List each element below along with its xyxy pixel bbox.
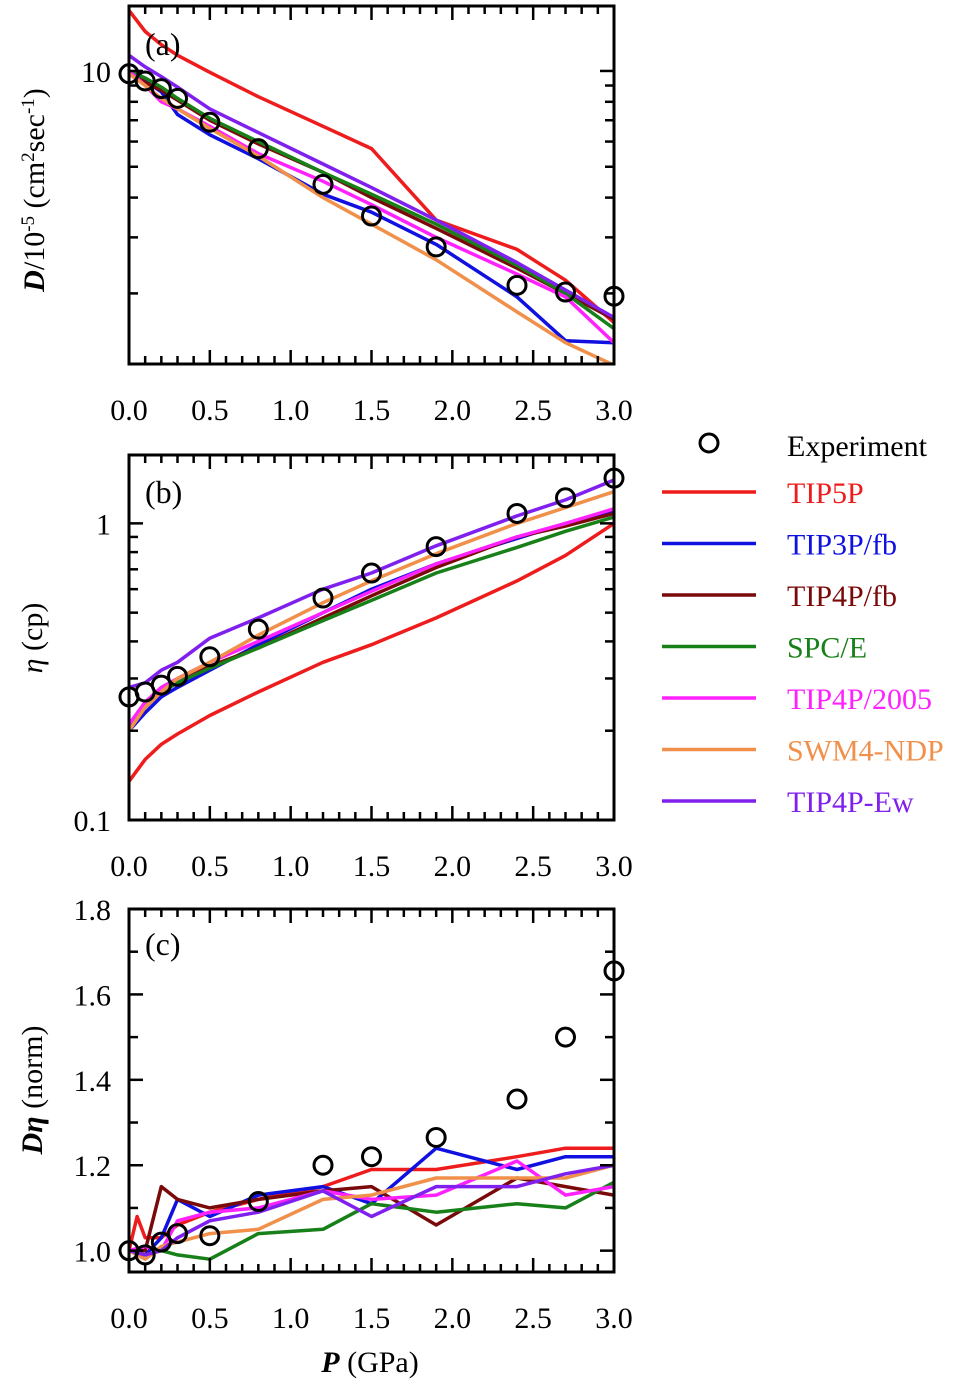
series-line-swm4-ndp [129,1163,614,1261]
y-tick-label: 1.2 [74,1150,112,1183]
panel-a-diffusion: 0.0 0.5 1.0 1.5 2.0 2.5 3.0 10 (a) D/10-5 (cm2s… [18,4,633,427]
x-tick-label: 1.0 [272,850,310,883]
experiment-point [134,1244,156,1266]
y-tick-label: 0.1 [74,805,112,838]
experiment-point [425,236,447,258]
x-tick-label: 2.5 [514,850,552,883]
legend-label-tip4p-fb: TIP4P/fb [787,580,897,613]
x-tick-label: 2.5 [514,394,552,427]
panel-a-ylabel: D/10-5 (cm2sec-1) [18,88,52,293]
x-tick-label: 0.0 [110,1302,148,1335]
legend-label-swm4-ndp: SWM4-NDP [787,735,944,768]
panel-c-ylabel: Dη (norm) [16,1026,49,1156]
experiment-point [506,274,528,296]
panel-c-label: (c) [145,926,181,962]
experiment-point [199,1225,221,1247]
y-tick-label: 1.6 [74,979,112,1012]
experiment-point [555,487,576,509]
experiment-point [361,562,382,584]
series-line-tip4p-2005 [129,69,614,344]
x-tick-label: 1.5 [353,850,391,883]
y-tick-label: 1.4 [74,1065,112,1098]
x-tick-label: 1.5 [353,1302,391,1335]
experiment-point [167,1223,188,1245]
x-tick-label: 0.5 [191,1302,229,1335]
experiment-point [199,111,221,133]
experiment-point [247,138,269,160]
panel-b-frame [127,453,616,822]
series-line-swm4-ndp [129,489,614,732]
x-tick-label: 0.5 [191,394,229,427]
x-tick-label: 3.0 [595,850,633,883]
x-axis-label: P (GPa) [320,1346,418,1379]
experiment-point [199,646,221,668]
experiment-point [425,1126,447,1148]
x-tick-label: 3.0 [595,394,633,427]
y-tick-label: 1.0 [74,1236,112,1269]
experiment-point [150,674,172,696]
experiment-point [555,1026,576,1048]
x-tick-label: 1.0 [272,1302,310,1335]
series-line-tip4p-2005 [129,507,614,726]
legend-label-tip4p-2005: TIP4P/2005 [787,683,932,716]
x-tick-label: 0.0 [110,850,148,883]
experiment-point [167,665,188,687]
legend-experiment-marker [698,432,720,454]
y-tick-label: 1.8 [74,894,112,927]
x-tick-label: 3.0 [595,1302,633,1335]
series-line-tip4p-ew [129,53,614,320]
x-tick-label: 2.0 [434,394,472,427]
experiment-point [425,536,447,558]
experiment-point [247,618,269,640]
x-tick-label: 1.5 [353,394,391,427]
experiment-point [312,587,334,609]
experiment-point [361,205,382,227]
legend-label-spc-e: SPC/E [787,632,867,665]
legend-label-tip3p-fb: TIP3P/fb [787,529,897,562]
panel-b-viscosity: 0.0 0.5 1.0 1.5 2.0 2.5 3.0 1 0.1 (b) η (cp) [16,453,633,883]
legend-experiment-label: Experiment [787,430,928,463]
experiment-point [506,1088,528,1110]
experiment-point [312,173,334,195]
panel-b-label: (b) [145,474,182,510]
series-line-tip5p [129,9,614,324]
series-line-tip5p [129,521,614,783]
experiment-point [555,281,576,303]
experiment-point [150,1231,172,1253]
x-tick-label: 0.5 [191,850,229,883]
x-tick-label: 0.0 [110,394,148,427]
series-line-spc-e [129,69,614,331]
panel-c-product: 0.0 0.5 1.0 1.5 2.0 2.5 3.0 1.0 1.2 1.4 1.6 1.8 (c)… [16,894,633,1335]
experiment-point [247,1191,269,1213]
legend-label-tip5p: TIP5P [787,477,864,510]
experiment-point [506,502,528,524]
x-tick-label: 2.0 [434,1302,472,1335]
panel-a-frame [127,4,616,366]
y-tick-label: 10 [81,56,111,89]
experiment-point [150,78,172,100]
series-line-spc-e [129,515,614,726]
panel-b-ylabel: η (cp) [16,603,49,674]
experiment-point [361,1146,382,1168]
legend: Experiment TIP5P TIP3P/fb TIP4P/fb SPC/E TIP… [662,430,944,819]
panel-a-label: (a) [145,26,181,62]
series-line-tip4p-fb [129,511,614,732]
legend-label-tip4p-ew: TIP4P-Ew [787,786,914,819]
y-tick-label: 1 [96,508,111,541]
experiment-point [312,1154,334,1176]
x-tick-label: 2.5 [514,1302,552,1335]
experiment-point [167,87,188,109]
x-tick-label: 1.0 [272,394,310,427]
x-tick-label: 2.0 [434,850,472,883]
series-line-tip3p-fb [129,509,614,732]
